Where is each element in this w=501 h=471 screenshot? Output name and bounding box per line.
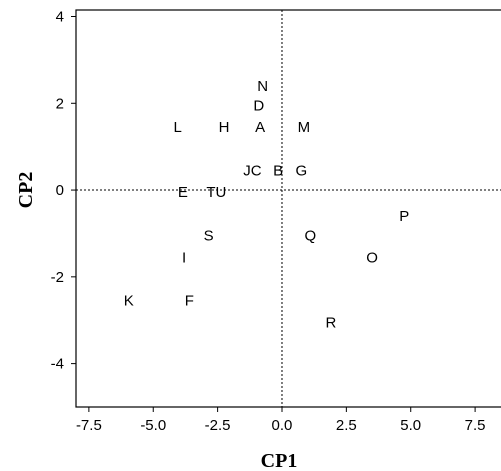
- data-point-g: G: [295, 163, 307, 180]
- data-point-tu: TU: [206, 184, 226, 201]
- data-point-p: P: [399, 208, 409, 225]
- x-axis-ticks: -7.5 -5.0 -2.5 0.0 2.5 5.0 7.5: [76, 407, 486, 434]
- x-tick-label: 0.0: [272, 417, 293, 434]
- x-tick-label: 2.5: [336, 417, 357, 434]
- data-point-k: K: [124, 293, 134, 310]
- y-axis-ticks: -4 -2 0 2 4: [51, 9, 76, 373]
- x-tick-label: -7.5: [76, 417, 102, 434]
- x-tick-label: -2.5: [205, 417, 231, 434]
- y-tick-label: -2: [51, 269, 64, 286]
- data-point-jc: JC: [243, 163, 262, 180]
- data-point-d: D: [253, 97, 264, 114]
- x-tick-label: 5.0: [400, 417, 421, 434]
- data-point-n: N: [257, 78, 268, 95]
- y-tick-label: 2: [56, 95, 64, 112]
- data-point-m: M: [298, 119, 311, 136]
- data-point-o: O: [366, 249, 378, 266]
- data-point-q: Q: [304, 228, 316, 245]
- data-point-i: I: [182, 249, 186, 266]
- data-point-a: A: [255, 119, 265, 136]
- data-point-s: S: [204, 228, 214, 245]
- x-tick-label: 7.5: [465, 417, 486, 434]
- plot-frame: [75, 9, 501, 408]
- y-tick-label: 0: [56, 182, 64, 199]
- data-point-h: H: [219, 119, 230, 136]
- data-point-r: R: [325, 314, 336, 331]
- x-axis-title: CP1: [261, 450, 298, 471]
- y-tick-label: 4: [56, 9, 64, 26]
- data-point-f: F: [185, 293, 194, 310]
- data-point-e: E: [178, 184, 188, 201]
- y-axis-title: CP2: [15, 172, 37, 209]
- y-tick-label: -4: [51, 356, 64, 373]
- data-points: ND L H A M JC B G E TU P S Q I O K F R: [124, 78, 410, 331]
- data-point-l: L: [174, 119, 182, 136]
- x-tick-label: -5.0: [140, 417, 166, 434]
- data-point-b: B: [273, 163, 283, 180]
